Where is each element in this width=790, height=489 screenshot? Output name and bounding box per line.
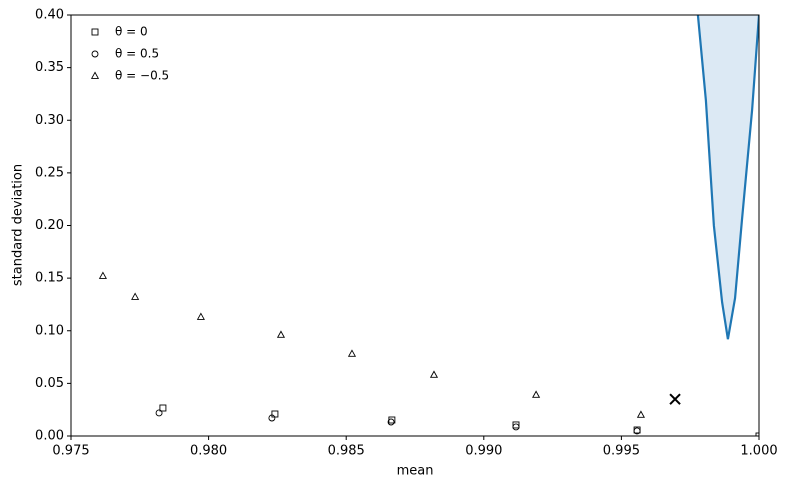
x-tick-label: 1.000 <box>740 444 777 459</box>
circle-marker <box>387 418 395 426</box>
x-tick-label: 0.985 <box>328 444 365 459</box>
circle-marker <box>512 423 520 431</box>
x-tick-label: 0.980 <box>190 444 227 459</box>
legend-marker <box>90 71 100 79</box>
x-tick-label: 0.990 <box>465 444 502 459</box>
triangle-marker <box>98 271 107 279</box>
triangle-marker <box>347 349 357 357</box>
y-tick-label: 0.05 <box>35 376 64 391</box>
y-tick-label: 0.35 <box>35 60 64 75</box>
triangle-marker <box>532 390 541 398</box>
x-tick-label: 0.975 <box>52 444 89 459</box>
triangle-marker <box>196 312 205 320</box>
legend-label: θ = 0.5 <box>115 47 159 61</box>
square-marker <box>159 404 167 412</box>
triangle-marker <box>636 410 646 418</box>
axes-frame <box>70 14 760 437</box>
feasible-region <box>697 15 759 340</box>
triangle-marker <box>276 330 286 338</box>
square-marker <box>271 410 279 418</box>
legend-label: θ = −0.5 <box>115 69 169 83</box>
circle-marker <box>633 427 641 435</box>
y-tick-label: 0.20 <box>35 218 64 233</box>
frontier-curve <box>696 15 759 340</box>
legend-label: θ = 0 <box>115 25 148 39</box>
y-tick-label: 0.25 <box>35 165 64 180</box>
y-tick-label: 0.00 <box>35 429 64 444</box>
x-marker <box>669 393 681 405</box>
y-axis-label: standard deviation <box>11 164 26 286</box>
y-tick-label: 0.40 <box>35 8 64 23</box>
legend-marker <box>91 50 99 58</box>
square-marker <box>512 421 520 429</box>
circle-marker <box>155 409 163 417</box>
y-tick-label: 0.10 <box>35 323 64 338</box>
triangle-marker <box>429 370 439 378</box>
y-tick-label: 0.15 <box>35 271 64 286</box>
plot-area <box>98 15 759 436</box>
x-axis-label: mean <box>397 464 434 479</box>
triangle-marker <box>131 292 140 300</box>
legend-marker <box>91 28 99 36</box>
x-tick-label: 0.995 <box>603 444 640 459</box>
y-tick-label: 0.30 <box>35 113 64 128</box>
circle-marker <box>268 414 276 422</box>
